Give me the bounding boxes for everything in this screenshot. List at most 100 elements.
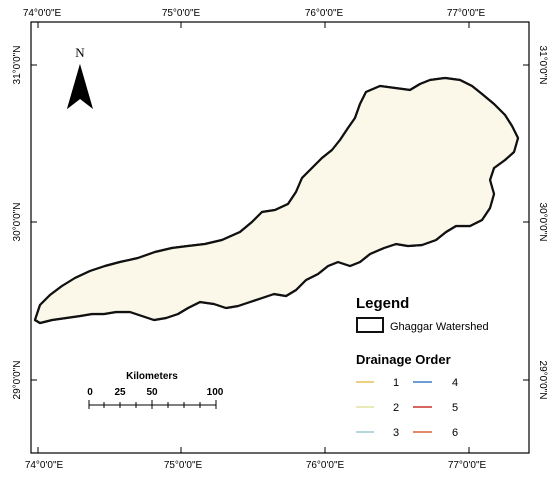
stream-line xyxy=(75,102,79,106)
stream-line xyxy=(500,231,507,239)
stream-line xyxy=(71,251,85,253)
stream-line xyxy=(116,141,125,150)
stream-line xyxy=(504,214,508,226)
stream-line xyxy=(43,124,49,138)
neatline xyxy=(30,21,530,454)
stream-line xyxy=(512,189,514,201)
stream-line xyxy=(78,196,81,203)
stream-line xyxy=(346,275,354,280)
scale-label: 0 xyxy=(87,387,93,398)
stream-line xyxy=(101,138,106,145)
stream-line xyxy=(461,232,464,242)
stream-line xyxy=(251,116,262,124)
stream-line xyxy=(370,272,378,278)
stream-line xyxy=(289,102,296,106)
stream-line xyxy=(45,176,53,179)
stream-line xyxy=(155,108,161,113)
top-tick-label: 74°0'0"E xyxy=(23,8,62,19)
stream-line xyxy=(196,217,201,229)
stream-line xyxy=(207,233,222,236)
stream-line xyxy=(72,193,78,203)
stream-line xyxy=(74,230,79,237)
stream-line xyxy=(408,290,417,293)
stream-line xyxy=(231,187,246,204)
stream-line xyxy=(41,131,51,136)
scale-label: 100 xyxy=(207,387,224,398)
stream-line xyxy=(397,269,404,282)
stream-line xyxy=(216,166,223,169)
stream-line xyxy=(315,284,319,291)
stream-line xyxy=(108,162,113,171)
stream-line xyxy=(205,228,215,231)
stream-line xyxy=(159,162,166,169)
stream-line xyxy=(113,185,118,199)
stream-line xyxy=(151,207,159,219)
stream-line xyxy=(117,122,128,124)
legend-label-order-4: 4 xyxy=(452,377,458,389)
stream-line xyxy=(157,188,165,191)
stream-line xyxy=(73,147,84,150)
stream-line xyxy=(230,101,242,104)
stream-line xyxy=(506,230,511,246)
stream-line xyxy=(295,170,299,182)
left-tick-label: 30°0'0"N xyxy=(12,203,23,242)
stream-line xyxy=(277,146,283,159)
stream-line xyxy=(498,214,503,225)
stream-line xyxy=(401,251,415,261)
stream-line xyxy=(335,123,346,127)
stream-line xyxy=(180,218,187,226)
stream-line xyxy=(126,97,132,110)
stream-line xyxy=(198,163,203,170)
stream-line xyxy=(98,188,102,196)
stream-line xyxy=(493,244,499,255)
stream-line xyxy=(146,183,159,186)
stream-line xyxy=(81,238,93,247)
stream-line xyxy=(44,195,52,198)
stream-line xyxy=(363,280,385,296)
stream-line xyxy=(47,226,55,231)
stream-line xyxy=(290,89,303,95)
stream-line xyxy=(211,86,218,94)
stream-line xyxy=(40,78,43,84)
stream-line xyxy=(219,312,223,323)
stream-line xyxy=(70,155,72,167)
stream-line xyxy=(301,110,308,113)
stream-line xyxy=(208,163,215,166)
stream-line xyxy=(511,239,516,246)
stream-line xyxy=(264,98,270,111)
stream-line xyxy=(122,90,132,92)
stream-line xyxy=(322,87,332,98)
stream-line xyxy=(134,148,140,158)
stream-line xyxy=(134,194,141,201)
stream-line xyxy=(455,269,462,275)
stream-line xyxy=(257,104,271,111)
stream-line xyxy=(107,243,114,253)
stream-line xyxy=(136,116,141,124)
stream-line xyxy=(81,318,84,323)
stream-line xyxy=(45,126,59,130)
stream-line xyxy=(516,89,518,98)
stream-line xyxy=(91,158,95,166)
stream-line xyxy=(116,162,128,169)
stream-line xyxy=(191,128,198,132)
stream-line xyxy=(238,167,240,175)
stream-line xyxy=(443,278,448,288)
stream-line xyxy=(340,268,345,273)
stream-line xyxy=(428,254,441,262)
stream-line xyxy=(57,124,67,130)
stream-line xyxy=(112,114,116,125)
stream-line xyxy=(139,197,143,201)
stream-line xyxy=(89,183,99,190)
stream-line xyxy=(439,300,451,306)
stream-line xyxy=(421,271,424,283)
stream-line xyxy=(510,192,518,196)
stream-line xyxy=(467,78,471,83)
stream-line xyxy=(257,315,264,319)
stream-line xyxy=(86,253,99,260)
legend-drainage-title: Drainage Order xyxy=(356,352,451,367)
stream-line xyxy=(138,165,144,173)
stream-line xyxy=(365,279,371,287)
stream-line xyxy=(281,146,291,150)
stream-line xyxy=(252,179,256,186)
stream-line xyxy=(488,247,501,255)
